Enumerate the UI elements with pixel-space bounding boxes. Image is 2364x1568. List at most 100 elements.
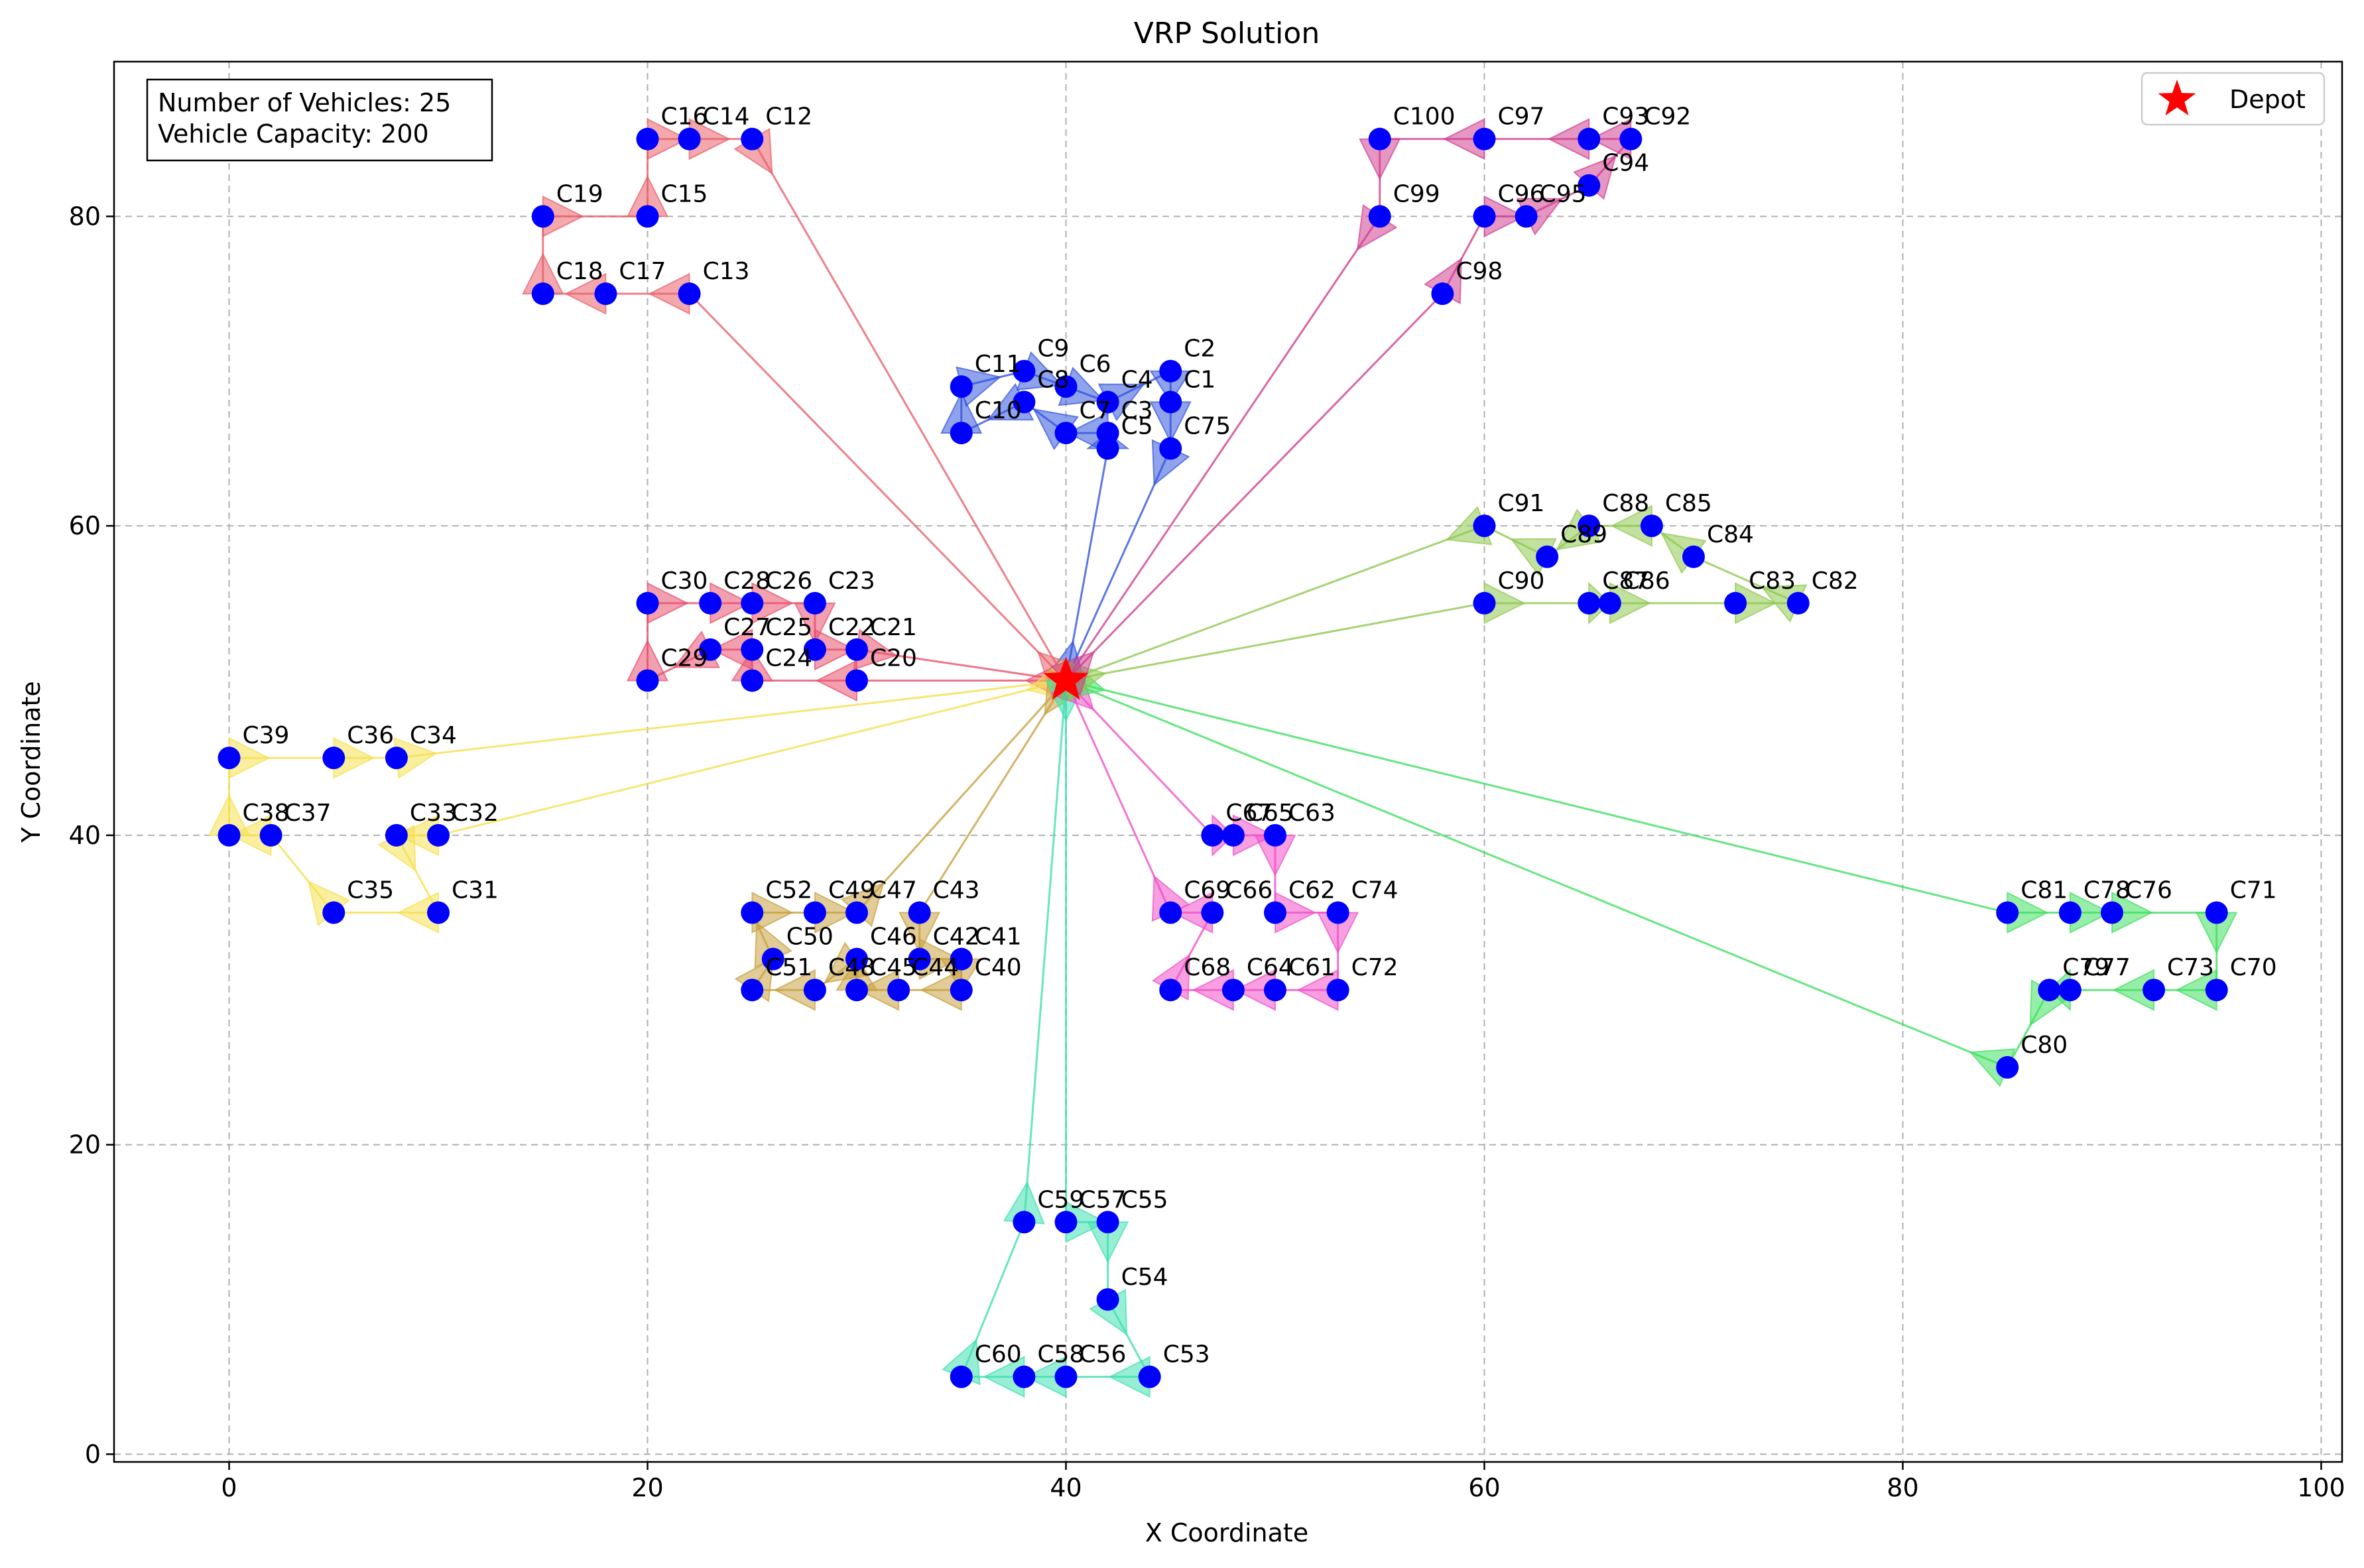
customer-point: [1054, 1211, 1078, 1234]
customer-point: [1598, 591, 1621, 615]
customer-label: C71: [2230, 877, 2277, 904]
customer-label: C82: [1812, 568, 1859, 595]
depot-layer: [1043, 656, 1089, 700]
customer-point: [1996, 1055, 2019, 1079]
customer-label: C23: [828, 568, 875, 595]
customer-point: [531, 282, 554, 306]
customer-point: [594, 282, 617, 306]
customer-label: C10: [975, 397, 1022, 424]
customer-label: C8: [1037, 366, 1069, 393]
customer-label: C70: [2230, 954, 2277, 981]
customer-point: [531, 205, 554, 228]
customer-label: C47: [870, 877, 917, 904]
customer-point: [1619, 127, 1643, 151]
customer-label: C61: [1288, 954, 1336, 981]
info-capacity: Vehicle Capacity: 200: [158, 119, 429, 149]
customer-point: [1326, 901, 1349, 924]
y-tick-label: 20: [69, 1130, 101, 1160]
customer-point: [1473, 127, 1496, 151]
customer-point: [1578, 591, 1601, 615]
y-axis-label: Y Coordinate: [17, 681, 46, 843]
route-segment: [1065, 293, 1444, 682]
route-segment: [1065, 680, 1172, 914]
route-segment: [1065, 680, 2008, 1069]
customer-point: [741, 901, 764, 924]
customer-label: C44: [912, 954, 959, 981]
plot-frame: [113, 60, 2343, 1463]
route-segment: [1066, 680, 2008, 914]
customer-label: C32: [452, 800, 499, 827]
customer-point: [427, 901, 450, 924]
customer-label: C80: [2021, 1032, 2068, 1059]
customer-label: C19: [556, 180, 603, 208]
customer-label: C26: [765, 568, 812, 595]
customer-point: [1013, 359, 1036, 383]
customer-label: C21: [870, 614, 917, 641]
customer-label: C35: [347, 877, 394, 904]
customer-point: [385, 747, 408, 770]
customer-point: [761, 947, 784, 971]
customer-point: [845, 901, 868, 924]
customer-point: [1054, 422, 1078, 445]
customer-point: [1013, 1211, 1036, 1234]
customer-point: [845, 669, 868, 692]
customer-label: C20: [870, 644, 917, 672]
customer-label: C6: [1079, 351, 1111, 378]
customer-point: [1431, 282, 1454, 306]
customer-label: C72: [1351, 954, 1399, 981]
customer-point: [699, 591, 722, 615]
legend-depot-label: Depot: [2229, 85, 2306, 114]
routes: [208, 118, 2238, 1398]
customer-label: C46: [870, 924, 917, 951]
customer-point: [1263, 823, 1286, 847]
customer-label: C18: [556, 258, 603, 285]
customer-point: [1996, 901, 2019, 924]
customer-label: C95: [1540, 180, 1587, 208]
customer-point: [803, 979, 826, 1002]
customer-point: [259, 823, 282, 847]
y-tick-label: 60: [69, 511, 101, 540]
customer-point: [908, 901, 931, 924]
customer-label: C52: [765, 877, 812, 904]
customer-point: [678, 282, 701, 306]
customer-point: [1578, 127, 1601, 151]
customer-point: [1159, 359, 1182, 383]
customer-point: [803, 591, 826, 615]
customer-point: [1368, 127, 1391, 151]
customer-point: [908, 947, 931, 971]
customer-point: [1201, 901, 1224, 924]
customer-label: C55: [1121, 1186, 1168, 1213]
x-tick-label: 20: [631, 1473, 663, 1502]
customer-label: C49: [828, 877, 875, 904]
customer-point: [1578, 174, 1601, 197]
customer-point: [1786, 591, 1810, 615]
customer-point: [636, 205, 659, 228]
customer-label: C64: [1247, 954, 1294, 981]
route-segment: [751, 138, 1067, 682]
customer-point: [636, 591, 659, 615]
customer-point: [1724, 591, 1747, 615]
customer-point: [699, 638, 722, 661]
customer-point: [2100, 901, 2123, 924]
customer-label: C11: [975, 351, 1022, 378]
customer-point: [1159, 979, 1182, 1002]
customer-point: [1013, 1365, 1036, 1388]
y-tick-label: 40: [69, 821, 101, 850]
customer-label: C63: [1288, 800, 1336, 827]
y-tick-label: 80: [69, 202, 101, 231]
plot-area: [114, 62, 2342, 1462]
customer-label: C94: [1602, 150, 1649, 177]
customer-label: C83: [1749, 568, 1796, 595]
customer-point: [385, 823, 408, 847]
x-tick-label: 80: [1887, 1473, 1918, 1502]
customer-point: [218, 823, 241, 847]
customer-point: [1536, 545, 1559, 568]
customer-point: [322, 747, 345, 770]
customer-point: [678, 127, 701, 151]
customer-label: C24: [765, 644, 812, 672]
customer-point: [1263, 901, 1286, 924]
customer-label: C29: [661, 644, 708, 672]
customer-label: C86: [1623, 568, 1670, 595]
customer-label: C22: [828, 614, 875, 641]
customer-point: [1096, 437, 1119, 460]
